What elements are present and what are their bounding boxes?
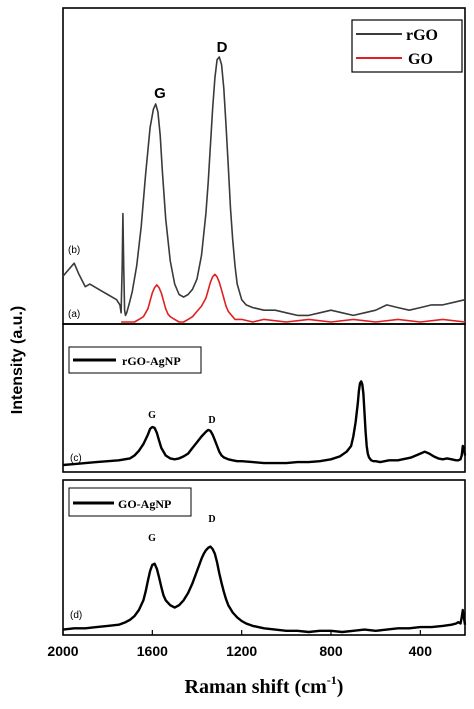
x-tick-label-1200: 1200 <box>226 643 257 659</box>
x-axis-label: Raman shift (cm-1) <box>185 673 344 698</box>
legend-go-label: GO <box>408 51 433 68</box>
series-line-go <box>121 273 466 323</box>
x-axis-label-close: ) <box>337 676 344 698</box>
x-axis-label-sup: -1 <box>327 673 337 687</box>
bottom-peak-label-g: G <box>148 533 156 544</box>
bottom-curve-label-d: (d) <box>70 610 82 621</box>
top-peak-label-d: D <box>217 39 228 56</box>
middle-curve-label-c: (c) <box>70 453 82 464</box>
x-axis-label-main: Raman shift (cm <box>185 676 328 698</box>
bottom-peak-label-d: D <box>208 514 215 525</box>
bottom-legend: GO-AgNP <box>68 487 192 517</box>
x-tick-label-400: 400 <box>409 643 433 659</box>
legend-go-agnp-label: GO-AgNP <box>118 497 171 511</box>
middle-legend: rGO-AgNP <box>68 346 202 374</box>
series-line-rgo-agnp <box>62 380 467 467</box>
bottom-panel-frame <box>62 479 466 636</box>
legend-rgo-label: rGO <box>406 27 438 44</box>
top-curve-label-a: (a) <box>68 309 80 320</box>
top-curve-label-b: (b) <box>68 245 80 256</box>
middle-panel-frame <box>62 323 466 473</box>
x-axis-ticks: 2000 1600 1200 800 400 <box>47 630 432 659</box>
legend-rgo-agnp-label: rGO-AgNP <box>122 354 181 368</box>
x-tick-label-800: 800 <box>319 643 343 659</box>
series-line-rgo <box>62 56 466 317</box>
top-legend: rGO GO <box>351 19 463 73</box>
curves-layer <box>62 56 467 634</box>
x-tick-label-2000: 2000 <box>47 643 78 659</box>
y-axis-label: Intensity (a.u.) <box>9 306 26 414</box>
middle-peak-label-d: D <box>208 415 215 426</box>
middle-peak-label-g: G <box>148 410 156 421</box>
x-tick-label-1600: 1600 <box>137 643 168 659</box>
top-peak-label-g: G <box>154 85 166 102</box>
series-line-go-agnp <box>62 545 467 634</box>
